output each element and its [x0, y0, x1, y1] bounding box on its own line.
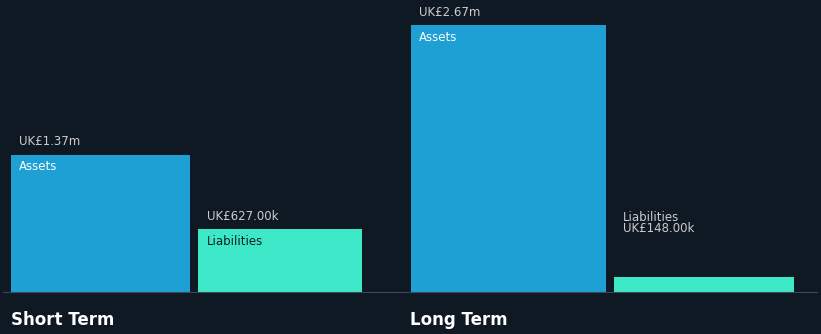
Text: UK£627.00k: UK£627.00k [207, 210, 278, 223]
FancyBboxPatch shape [199, 229, 361, 292]
Text: UK£2.67m: UK£2.67m [419, 6, 480, 19]
Text: Liabilities: Liabilities [207, 235, 263, 248]
Text: Long Term: Long Term [410, 311, 508, 329]
FancyBboxPatch shape [410, 25, 606, 292]
Text: Liabilities: Liabilities [622, 211, 679, 224]
Text: Assets: Assets [419, 31, 457, 44]
Text: Short Term: Short Term [11, 311, 114, 329]
Text: UK£1.37m: UK£1.37m [19, 136, 80, 149]
Text: UK£148.00k: UK£148.00k [622, 221, 694, 234]
FancyBboxPatch shape [614, 277, 794, 292]
FancyBboxPatch shape [11, 155, 190, 292]
Text: Assets: Assets [19, 160, 57, 173]
